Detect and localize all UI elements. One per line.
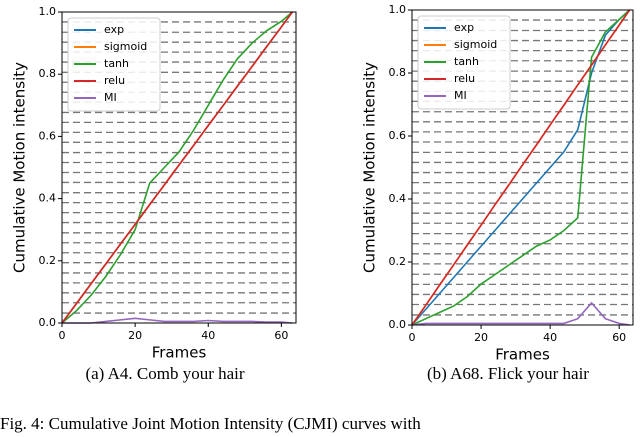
legend-label: MI	[104, 91, 117, 104]
series-line	[411, 301, 630, 326]
legend-label: exp	[104, 23, 124, 36]
legend-label: relu	[454, 72, 475, 85]
subplot: 0.0 0.2 0.4 0.6 0.8 1.0 0 20 40 60 Frames Cumulativ…	[11, 5, 297, 383]
legend-label: tanh	[454, 55, 479, 68]
y-tick-label: 0.8	[389, 66, 407, 79]
legend-frame	[417, 15, 511, 110]
series-line	[411, 9, 631, 326]
y-tick-label: 0.2	[389, 255, 407, 268]
subplot-caption: (a) A4. Comb your hair	[85, 364, 244, 383]
legend-label: sigmoid	[104, 40, 147, 53]
y-tick-label: 0.4	[389, 192, 407, 205]
y-axis-label: Cumulative Motion intensity	[361, 62, 379, 273]
figure-caption: Fig. 4: Cumulative Joint Motion Intensit…	[0, 414, 421, 433]
plot-frame	[61, 11, 297, 324]
subplot-caption: (b) A68. Flick your hair	[427, 364, 589, 383]
y-tick-label: 0.8	[39, 67, 57, 80]
y-tick-label: 1.0	[39, 5, 57, 18]
y-tick-label: 0.4	[39, 192, 57, 205]
legend-label: sigmoid	[454, 38, 497, 51]
series-line	[61, 11, 293, 324]
x-axis-label: Frames	[495, 346, 550, 364]
x-axis-label: Frames	[152, 344, 207, 362]
y-tick-label: 0.2	[39, 254, 57, 267]
legend-label: MI	[454, 89, 467, 102]
x-tick-label: 40	[543, 331, 557, 344]
y-tick-label: 0.0	[389, 318, 407, 331]
x-tick-label: 20	[474, 331, 488, 344]
x-tick-label: 60	[612, 331, 626, 344]
series-line	[411, 9, 631, 326]
y-tick-label: 1.0	[389, 3, 407, 16]
y-tick-label: 0.6	[389, 129, 407, 142]
series-line	[61, 11, 293, 324]
x-tick-label: 20	[128, 329, 142, 342]
legend-label: exp	[454, 21, 474, 34]
y-axis-label: Cumulative Motion intensity	[11, 62, 29, 273]
legend-frame	[67, 17, 161, 112]
series-line	[411, 9, 631, 326]
y-tick-label: 0.0	[39, 316, 57, 329]
series-line	[62, 317, 293, 324]
x-tick-label: 60	[274, 329, 288, 342]
legend-label: tanh	[104, 57, 129, 70]
x-tick-label: 0	[409, 331, 416, 344]
x-tick-label: 0	[59, 329, 66, 342]
x-tick-label: 40	[201, 329, 215, 342]
y-tick-label: 0.6	[39, 129, 57, 142]
subplot: 0.0 0.2 0.4 0.6 0.8 1.0 0 20 40 60 Frames Cumulativ…	[361, 3, 634, 383]
legend-label: relu	[104, 74, 125, 87]
plot-frame	[411, 9, 634, 326]
